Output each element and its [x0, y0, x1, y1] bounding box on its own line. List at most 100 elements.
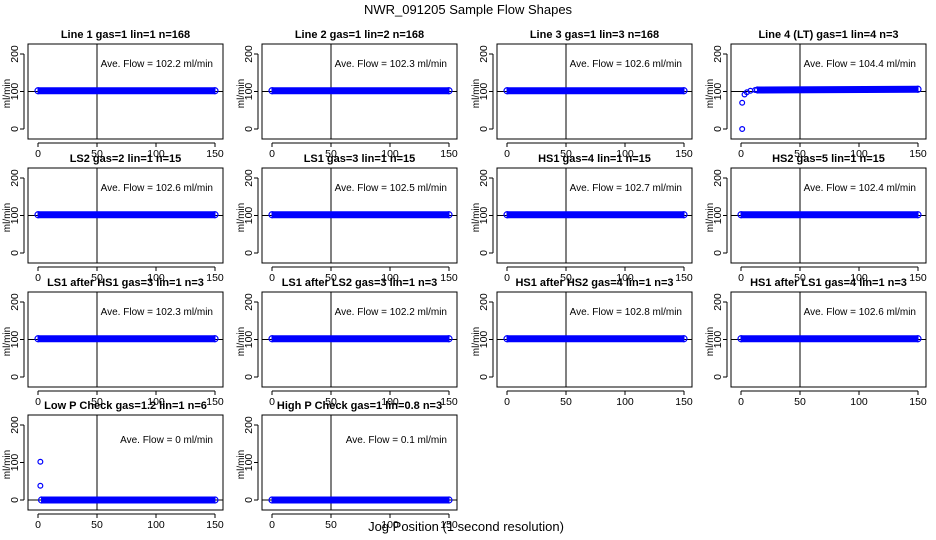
plot-frame [496, 291, 693, 388]
y-axis-label: ml/min [236, 327, 247, 356]
x-tick-label: 100 [147, 519, 165, 531]
y-tick-label: 0 [712, 374, 724, 380]
y-tick-label: 0 [712, 250, 724, 256]
x-tick-label: 0 [35, 519, 41, 531]
y-axis-label: ml/min [2, 203, 13, 232]
data-band [37, 211, 216, 219]
y-tick-label: 0 [712, 126, 724, 132]
y-axis: 0 100 200 [478, 293, 494, 380]
y-tick-label: 0 [243, 250, 255, 256]
panel-6: LS1 gas=3 lin=1 n=15 0 50 100 150 0 100 200 ml/m… [236, 153, 458, 284]
x-tick-label: 0 [269, 519, 275, 531]
panel-9: LS1 after HS1 gas=3 lin=1 n=3 0 50 100 150 0 1… [2, 277, 224, 408]
y-tick-label: 0 [9, 374, 21, 380]
y-tick-label: 0 [9, 497, 21, 503]
plot-frame [261, 414, 458, 511]
data-point [268, 496, 276, 504]
data-point [34, 87, 42, 95]
panel-8: HS2 gas=5 lin=1 n=15 0 50 100 150 0 100 200 ml/m… [705, 153, 927, 284]
y-axis-label: ml/min [705, 79, 716, 108]
x-tick-label: 50 [91, 519, 103, 531]
x-axis: 0 50 100 150 [269, 266, 458, 284]
x-axis: 0 50 100 150 [504, 390, 693, 408]
data-point [37, 458, 44, 465]
average-flow-annotation: Ave. Flow = 102.7 ml/min [570, 183, 682, 194]
y-axis-label: ml/min [2, 79, 13, 108]
x-axis: 0 50 100 150 [738, 266, 927, 284]
data-point [680, 335, 688, 343]
data-band [37, 335, 216, 343]
average-flow-annotation: Ave. Flow = 102.6 ml/min [804, 307, 916, 318]
panel-1: Line 1 gas=1 lin=1 n=168 0 50 100 150 0 100 200… [2, 29, 224, 160]
panel-title: Line 1 gas=1 lin=1 n=168 [61, 29, 190, 41]
x-tick-label: 100 [850, 272, 868, 284]
data-band [757, 85, 919, 94]
plot-frame [261, 43, 458, 140]
panel-2: Line 2 gas=1 lin=2 n=168 0 50 100 150 0 100 200… [236, 29, 458, 160]
panel-title: Low P Check gas=1.2 lin=1 n=6 [44, 400, 207, 412]
x-tick-label: 50 [794, 396, 806, 408]
y-tick-label: 0 [243, 126, 255, 132]
average-flow-annotation: Ave. Flow = 0.1 ml/min [346, 435, 447, 446]
panel-12: HS1 after LS1 gas=4 lin=1 n=3 0 50 100 150 0 1… [705, 277, 927, 408]
y-tick-label: 100 [243, 454, 255, 472]
x-tick-label: 50 [560, 272, 572, 284]
x-tick-label: 0 [269, 396, 275, 408]
data-point [503, 335, 511, 343]
x-tick-label: 0 [269, 272, 275, 284]
y-tick-label: 200 [243, 45, 255, 63]
panel-title: LS1 after HS1 gas=3 lin=1 n=3 [47, 277, 204, 289]
y-tick-label: 200 [243, 416, 255, 434]
data-band [271, 496, 450, 504]
y-tick-label: 100 [243, 331, 255, 349]
data-point [737, 211, 745, 219]
panel-4: Line 4 (LT) gas=1 lin=4 n=3 0 50 100 150 0 100… [705, 29, 927, 160]
x-tick-label: 100 [381, 396, 399, 408]
data-band [37, 87, 216, 95]
panel-14: High P Check gas=1 lin=0.8 n=30 50 100 1500… [236, 400, 458, 531]
x-tick-label: 100 [147, 148, 165, 160]
y-tick-label: 0 [478, 126, 490, 132]
y-tick-label: 100 [9, 331, 21, 349]
y-axis-label: ml/min [236, 79, 247, 108]
average-flow-annotation: Ave. Flow = 104.4 ml/min [804, 59, 916, 70]
figure-title: NWR_091205 Sample Flow Shapes [364, 2, 573, 17]
x-tick-label: 100 [381, 272, 399, 284]
y-tick-label: 0 [243, 497, 255, 503]
panel-title: Line 3 gas=1 lin=3 n=168 [530, 29, 659, 41]
y-tick-label: 0 [478, 374, 490, 380]
panel-title: High P Check gas=1 lin=0.8 n=3 [277, 400, 442, 412]
data-point [37, 496, 46, 504]
average-flow-annotation: Ave. Flow = 0 ml/min [120, 435, 213, 446]
data-point [680, 211, 688, 219]
data-point [680, 87, 688, 95]
y-tick-label: 100 [243, 83, 255, 101]
data-point [914, 211, 922, 219]
data-point [268, 87, 276, 95]
x-tick-label: 150 [440, 148, 458, 160]
y-axis-label: ml/min [471, 79, 482, 108]
data-band [506, 211, 685, 219]
y-axis: 0 100 200 [9, 293, 25, 380]
x-tick-label: 0 [269, 148, 275, 160]
y-axis: 0 100 200 [712, 169, 728, 256]
y-axis: 0 100 200 [9, 45, 25, 132]
x-tick-label: 50 [560, 148, 572, 160]
data-point [34, 335, 42, 343]
panel-title: Line 4 (LT) gas=1 lin=4 n=3 [758, 29, 898, 41]
y-axis-label: ml/min [471, 203, 482, 232]
data-point [445, 87, 453, 95]
x-tick-label: 150 [206, 519, 224, 531]
x-tick-label: 0 [504, 148, 510, 160]
data-point [37, 482, 44, 489]
y-tick-label: 100 [478, 207, 490, 225]
x-axis: 0 50 100 150 [738, 390, 927, 408]
data-band [740, 335, 919, 343]
x-tick-label: 50 [325, 519, 337, 531]
panel-title: Line 2 gas=1 lin=2 n=168 [295, 29, 424, 41]
x-tick-label: 100 [850, 396, 868, 408]
x-tick-label: 100 [616, 148, 634, 160]
x-tick-label: 100 [616, 272, 634, 284]
x-tick-label: 0 [35, 396, 41, 408]
x-tick-label: 100 [616, 396, 634, 408]
